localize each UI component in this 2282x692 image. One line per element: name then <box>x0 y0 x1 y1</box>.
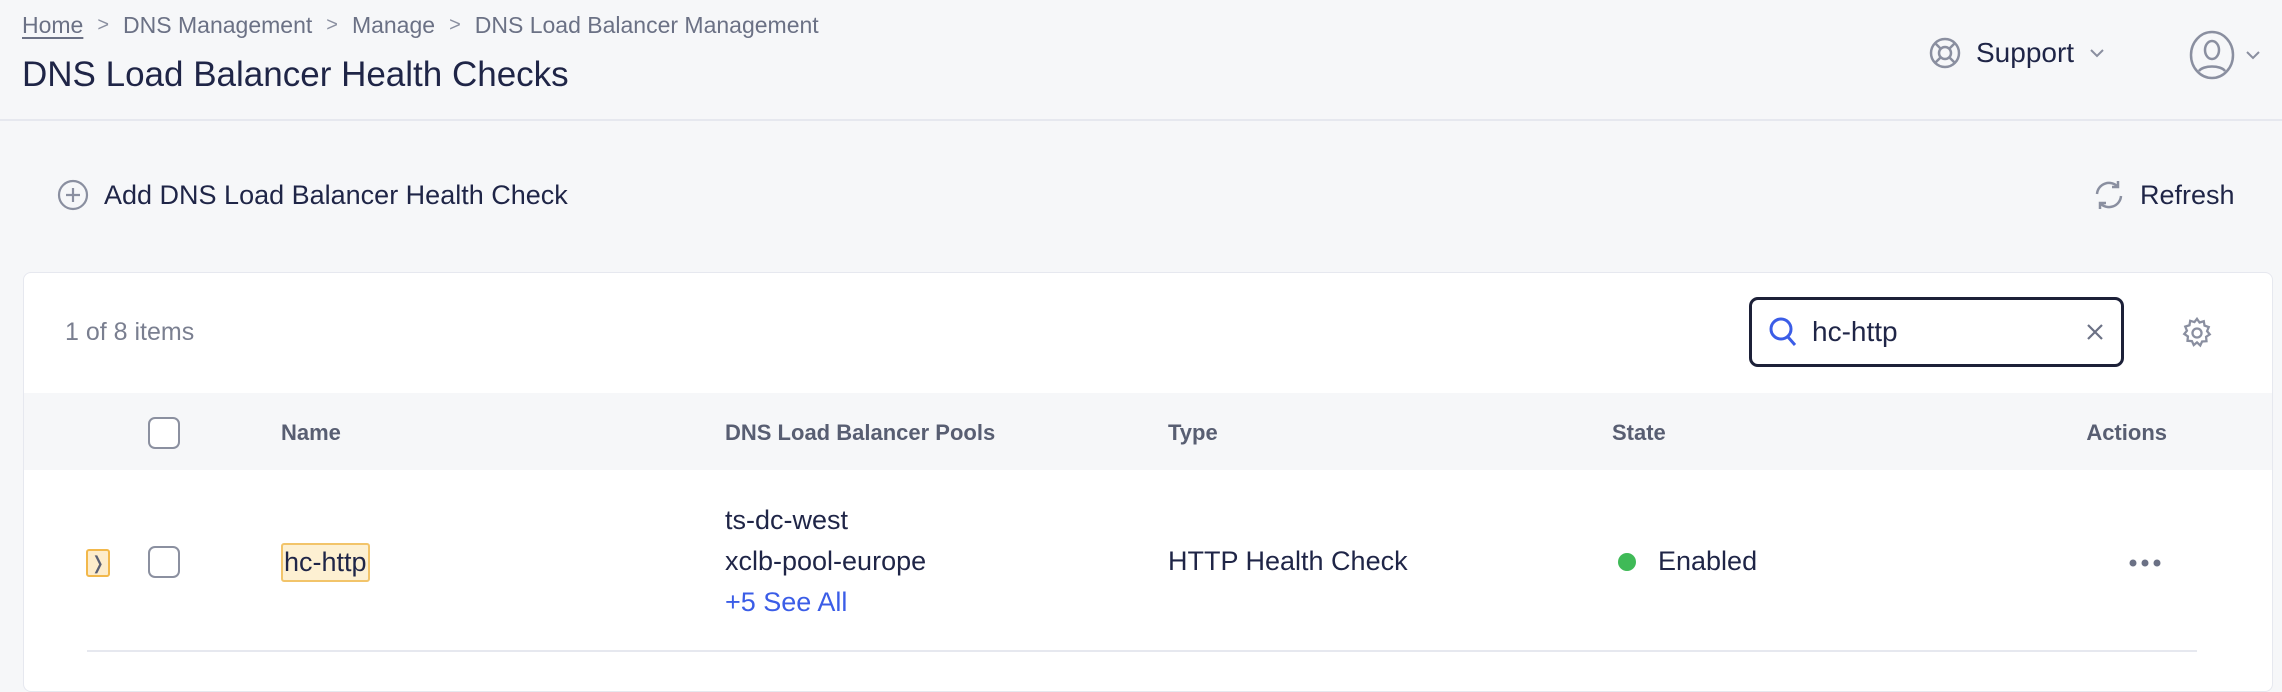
select-all-checkbox[interactable] <box>148 417 180 449</box>
status-dot-icon <box>1618 552 1636 571</box>
row-divider <box>87 650 2197 652</box>
breadcrumb-home[interactable]: Home <box>22 12 84 38</box>
header-divider <box>0 119 2282 121</box>
pool-item: ts-dc-west <box>725 505 849 535</box>
row-name[interactable]: hc-http <box>281 543 370 582</box>
table-header <box>24 393 2272 470</box>
pool-item: xclb-pool-europe <box>725 546 927 576</box>
more-actions-icon[interactable] <box>2128 558 2162 568</box>
see-all-pools-link[interactable]: +5 See All <box>725 587 848 617</box>
page-title: DNS Load Balancer Health Checks <box>22 55 569 94</box>
user-menu[interactable] <box>2188 30 2262 80</box>
plus-circle-icon <box>57 179 89 211</box>
chevron-down-icon <box>2246 51 2260 60</box>
avatar-icon <box>2189 30 2235 80</box>
chevron-down-icon <box>2090 49 2104 58</box>
search-icon <box>1769 317 1797 346</box>
lifebuoy-icon <box>1929 37 1961 69</box>
search-field[interactable] <box>1749 297 2124 367</box>
row-type: HTTP Health Check <box>1168 546 1408 576</box>
refresh-button[interactable]: Refresh <box>2092 178 2235 212</box>
item-count: 1 of 8 items <box>65 318 195 346</box>
refresh-label: Refresh <box>2140 179 2235 210</box>
row-checkbox[interactable] <box>148 546 180 578</box>
column-header-actions: Actions <box>2086 420 2167 445</box>
row-state: Enabled <box>1618 546 1757 577</box>
add-health-check-button[interactable]: Add DNS Load Balancer Health Check <box>56 178 568 212</box>
clear-icon[interactable] <box>2085 322 2105 342</box>
support-label: Support <box>1976 37 2075 68</box>
chevron-right-icon: > <box>97 14 110 36</box>
gear-icon[interactable] <box>2180 316 2214 350</box>
search-input[interactable] <box>1812 316 2071 348</box>
breadcrumb: Home > DNS Management > Manage > DNS Loa… <box>22 12 819 39</box>
state-label: Enabled <box>1658 546 1758 576</box>
breadcrumb-manage[interactable]: Manage <box>351 12 436 38</box>
chevron-right-icon: > <box>449 14 461 36</box>
chevron-right-icon: ❭ <box>90 552 106 573</box>
column-header-name[interactable]: Name <box>281 420 341 445</box>
column-header-type[interactable]: Type <box>1168 420 1218 445</box>
chevron-right-icon: > <box>326 14 338 36</box>
expand-row-button[interactable]: ❭ <box>86 549 110 577</box>
refresh-icon <box>2095 181 2123 209</box>
breadcrumb-dns-management[interactable]: DNS Management <box>123 12 313 38</box>
add-label: Add DNS Load Balancer Health Check <box>104 179 568 210</box>
column-header-state[interactable]: State <box>1612 420 1666 445</box>
breadcrumb-dns-lb-management[interactable]: DNS Load Balancer Management <box>474 12 819 38</box>
column-header-pools[interactable]: DNS Load Balancer Pools <box>725 420 996 445</box>
support-menu[interactable]: Support <box>1928 36 2106 70</box>
